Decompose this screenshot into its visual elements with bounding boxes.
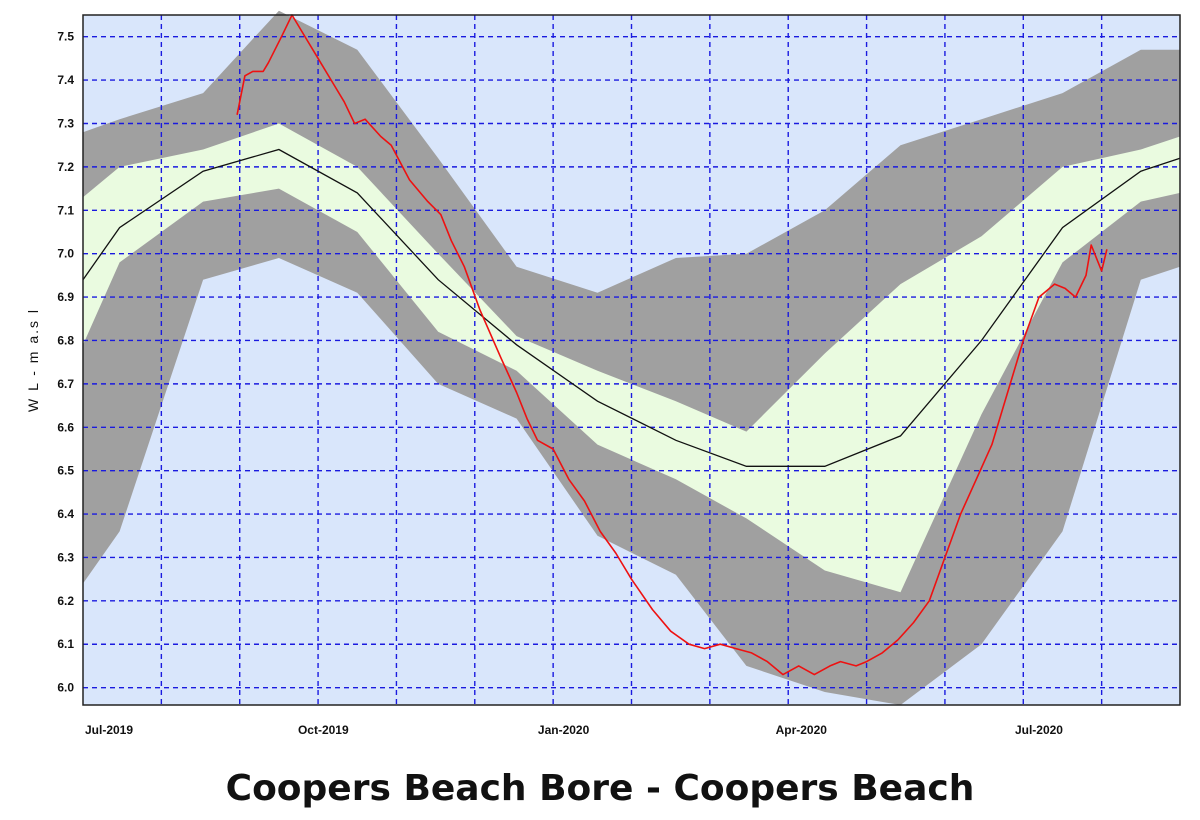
- y-tick-label: 7.1: [57, 203, 74, 217]
- y-tick-label: 7.4: [57, 73, 74, 87]
- y-tick-label: 7.0: [57, 247, 74, 261]
- y-tick-label: 6.9: [57, 290, 74, 304]
- y-tick-label: 6.6: [57, 420, 74, 434]
- y-tick-label: 6.3: [57, 550, 74, 564]
- inner-range-band: [83, 123, 1180, 593]
- y-tick-label: 6.8: [57, 333, 74, 347]
- chart: 6.0 6.1 6.2 6.3 6.4 6.5 6.6 6.7 6.8 6.9 7.0 7.1 7.2 7…: [25, 10, 1181, 737]
- y-tick-label: 6.7: [57, 377, 74, 391]
- y-tick-label: 7.5: [57, 30, 74, 44]
- chart-title: Coopers Beach Bore - Coopers Beach: [225, 768, 975, 809]
- y-tick-labels: 6.0 6.1 6.2 6.3 6.4 6.5 6.6 6.7 6.8 6.9 7.0 7.1 7.2 7…: [57, 30, 74, 695]
- y-axis-label: W L - m a.s l: [25, 308, 41, 412]
- y-tick-label: 6.0: [57, 681, 74, 695]
- median-line: [82, 148, 1181, 467]
- x-tick-label: Oct-2019: [298, 723, 349, 737]
- y-tick-label: 6.1: [57, 637, 74, 651]
- x-tick-label: Jul-2020: [1015, 723, 1063, 737]
- y-tick-label: 6.5: [57, 464, 74, 478]
- x-tick-labels: Jul-2019 Oct-2019 Jan-2020 Apr-2020 Jul-2020: [85, 723, 1063, 737]
- y-tick-label: 6.2: [57, 594, 74, 608]
- y-tick-label: 7.3: [57, 116, 74, 130]
- inner-band-layer: [83, 123, 1180, 593]
- x-tick-label: Jan-2020: [538, 723, 590, 737]
- x-tick-label: Jul-2019: [85, 723, 133, 737]
- plot-frame: [82, 14, 1181, 706]
- grid-layer: [83, 15, 1180, 705]
- line-layer: [82, 14, 1181, 676]
- y-tick-label: 6.4: [57, 507, 74, 521]
- observed-water-level-line: [236, 14, 1108, 676]
- x-tick-label: Apr-2020: [776, 723, 828, 737]
- y-tick-label: 7.2: [57, 160, 74, 174]
